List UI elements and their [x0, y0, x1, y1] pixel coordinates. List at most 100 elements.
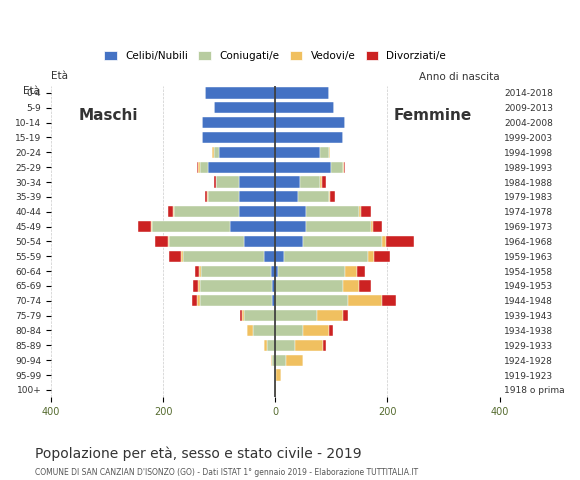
- Bar: [239, 192, 276, 203]
- Bar: [382, 236, 386, 247]
- Bar: [330, 192, 335, 203]
- Bar: [200, 295, 273, 306]
- Bar: [276, 280, 343, 291]
- Bar: [276, 206, 306, 217]
- Bar: [328, 147, 329, 158]
- Bar: [276, 221, 306, 232]
- Bar: [198, 280, 200, 291]
- Bar: [271, 265, 276, 276]
- Text: Età: Età: [23, 85, 40, 96]
- Bar: [253, 325, 276, 336]
- Bar: [216, 177, 239, 188]
- Bar: [212, 147, 213, 158]
- Bar: [322, 177, 327, 188]
- Text: Maschi: Maschi: [79, 108, 139, 123]
- Bar: [328, 192, 330, 203]
- Bar: [194, 265, 199, 276]
- Bar: [244, 236, 276, 247]
- Bar: [242, 310, 244, 321]
- Bar: [276, 132, 343, 143]
- Bar: [207, 192, 208, 203]
- Bar: [199, 265, 201, 276]
- Bar: [264, 251, 276, 262]
- Bar: [317, 310, 343, 321]
- Bar: [276, 265, 278, 276]
- Bar: [197, 295, 200, 306]
- Bar: [193, 280, 198, 291]
- Bar: [239, 177, 276, 188]
- Bar: [368, 251, 375, 262]
- Bar: [202, 117, 276, 128]
- Bar: [276, 147, 320, 158]
- Bar: [360, 206, 361, 217]
- Bar: [298, 192, 328, 203]
- Bar: [273, 280, 275, 291]
- Bar: [323, 340, 326, 351]
- Bar: [273, 295, 275, 306]
- Bar: [276, 370, 281, 381]
- Bar: [168, 206, 173, 217]
- Bar: [303, 236, 382, 247]
- Bar: [371, 221, 374, 232]
- Bar: [205, 192, 207, 203]
- Bar: [276, 192, 298, 203]
- Bar: [169, 236, 244, 247]
- Bar: [208, 162, 276, 173]
- Bar: [197, 162, 198, 173]
- Bar: [276, 310, 317, 321]
- Bar: [276, 162, 331, 173]
- Bar: [295, 340, 323, 351]
- Bar: [219, 147, 276, 158]
- Bar: [386, 236, 414, 247]
- Bar: [214, 177, 216, 188]
- Bar: [276, 117, 345, 128]
- Bar: [244, 310, 276, 321]
- Bar: [276, 102, 334, 113]
- Bar: [181, 251, 183, 262]
- Bar: [348, 295, 382, 306]
- Bar: [273, 355, 275, 366]
- Bar: [200, 280, 273, 291]
- Bar: [230, 221, 276, 232]
- Bar: [360, 280, 371, 291]
- Bar: [276, 355, 287, 366]
- Bar: [192, 295, 197, 306]
- Bar: [264, 340, 267, 351]
- Bar: [200, 162, 208, 173]
- Bar: [247, 325, 253, 336]
- Bar: [287, 355, 303, 366]
- Bar: [155, 236, 168, 247]
- Bar: [175, 206, 239, 217]
- Bar: [303, 325, 328, 336]
- Bar: [278, 265, 345, 276]
- Bar: [320, 177, 322, 188]
- Bar: [361, 206, 371, 217]
- Bar: [306, 221, 371, 232]
- Bar: [173, 206, 175, 217]
- Bar: [375, 251, 390, 262]
- Bar: [240, 310, 242, 321]
- Bar: [271, 355, 273, 366]
- Bar: [300, 177, 320, 188]
- Bar: [284, 251, 368, 262]
- Bar: [276, 87, 328, 98]
- Text: Anno di nascita: Anno di nascita: [419, 72, 499, 83]
- Bar: [343, 310, 348, 321]
- Bar: [276, 177, 300, 188]
- Bar: [276, 251, 284, 262]
- Bar: [168, 236, 169, 247]
- Bar: [382, 295, 396, 306]
- Bar: [276, 325, 303, 336]
- Bar: [208, 192, 239, 203]
- Bar: [374, 221, 382, 232]
- Bar: [169, 251, 181, 262]
- Bar: [320, 147, 328, 158]
- Bar: [152, 221, 230, 232]
- Bar: [345, 265, 357, 276]
- Bar: [213, 147, 219, 158]
- Bar: [306, 206, 360, 217]
- Bar: [202, 132, 276, 143]
- Bar: [276, 295, 348, 306]
- Bar: [201, 265, 271, 276]
- Bar: [151, 221, 152, 232]
